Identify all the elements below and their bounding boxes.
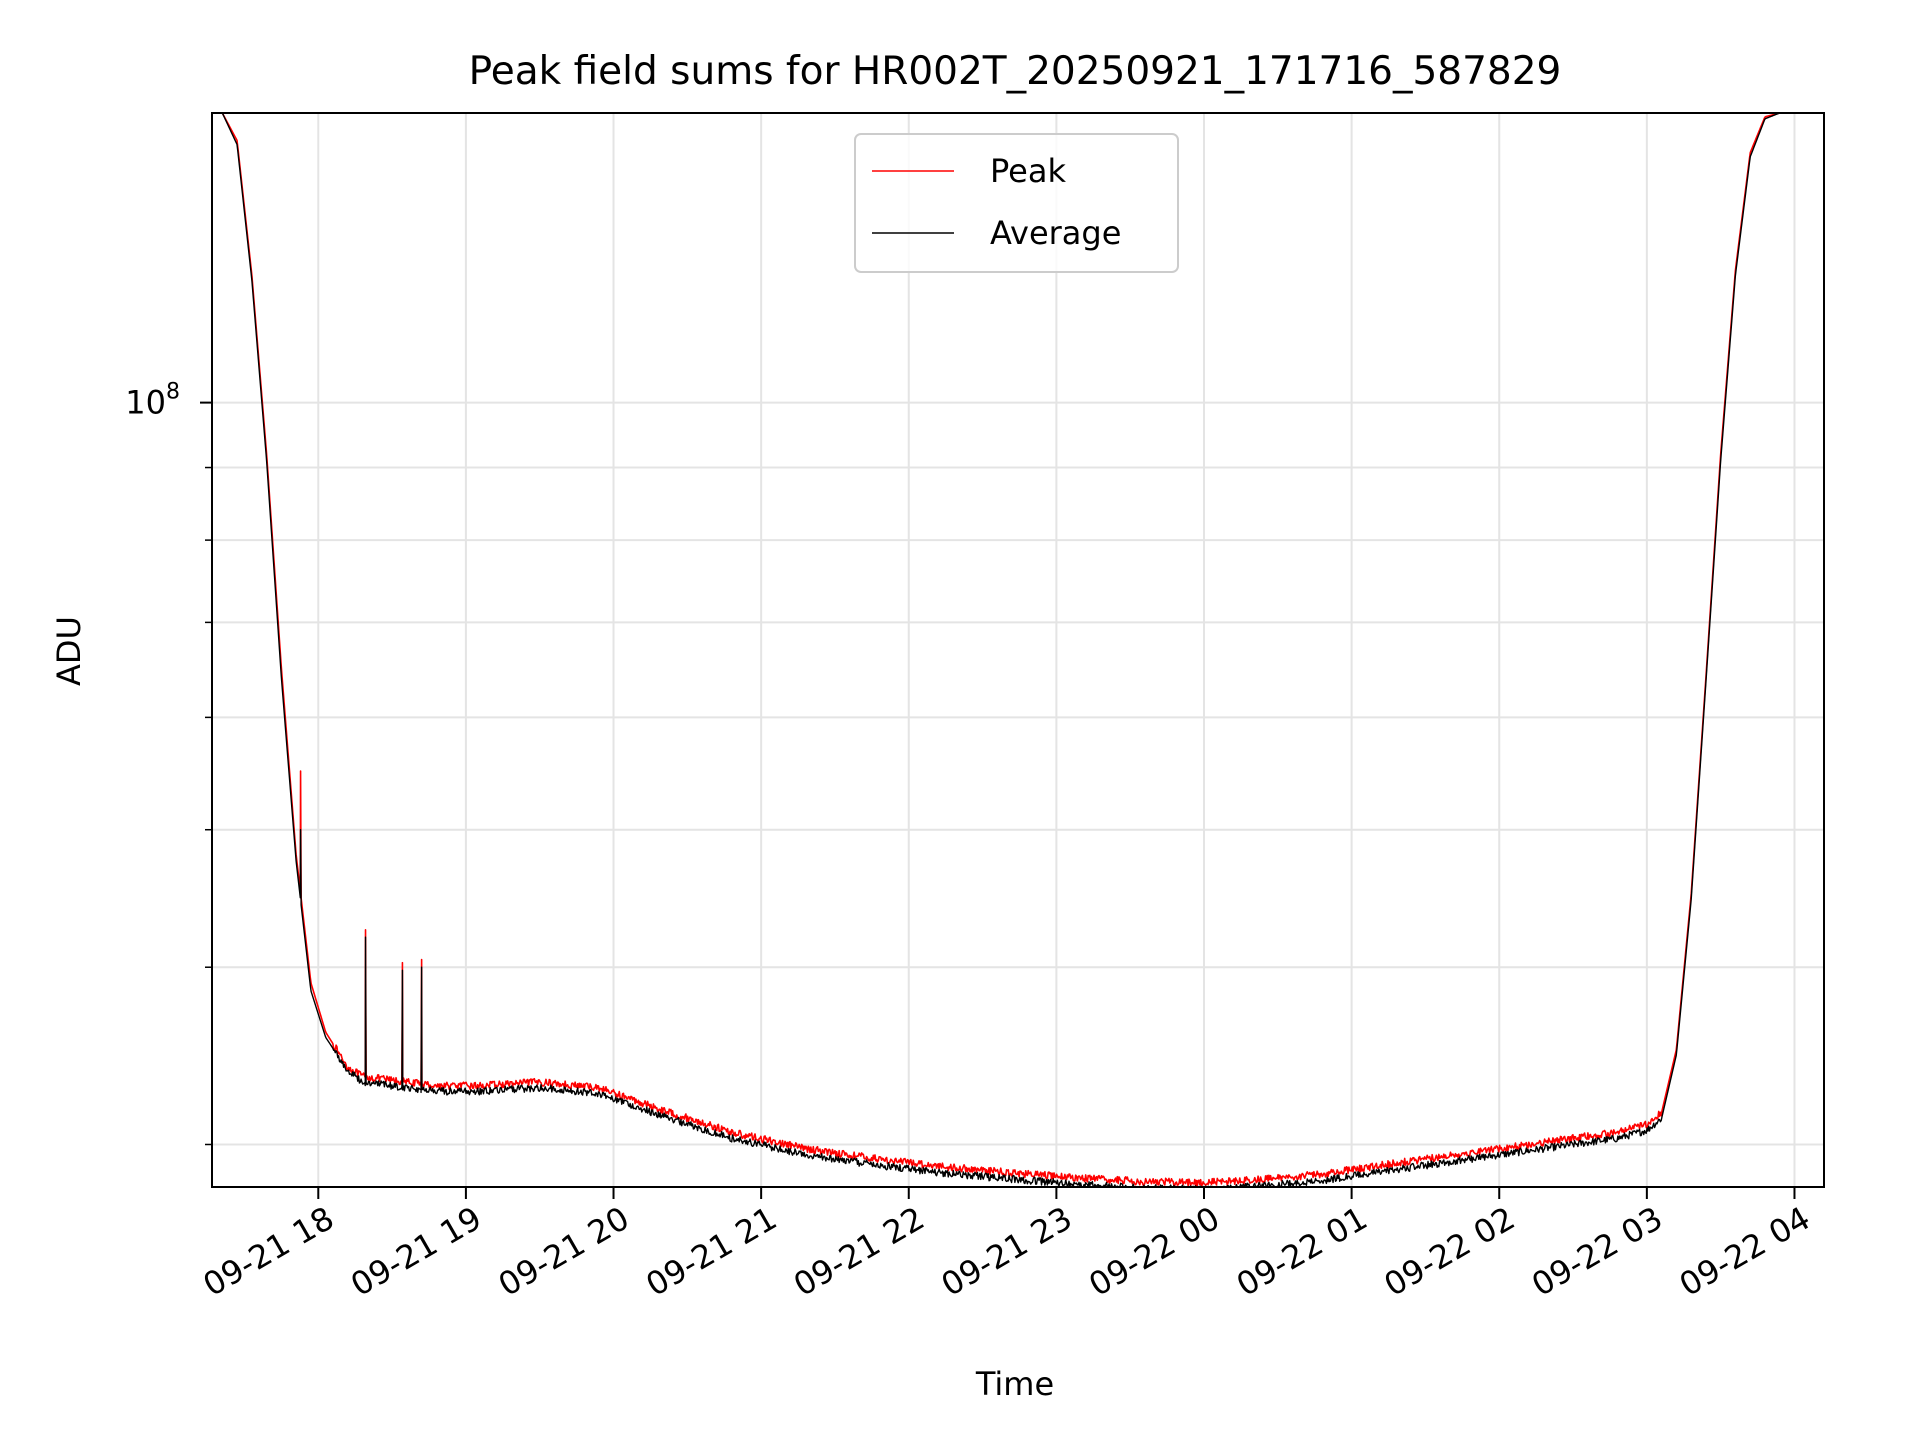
legend-label-peak: Peak (990, 152, 1066, 190)
y-tick-label: 108 (125, 380, 180, 422)
chart-title: Peak field sums for HR002T_20250921_1717… (469, 49, 1562, 94)
axes-frame (211, 112, 1825, 1188)
x-axis-label: Time (975, 1365, 1054, 1403)
legend-box (854, 133, 1179, 273)
y-axis-label: ADU (50, 616, 88, 686)
series-line-peak (212, 112, 1795, 1187)
legend: Peak Average (854, 133, 1179, 273)
y-axis-ticks: 108 (125, 380, 212, 1146)
grid-lines (212, 113, 1824, 1187)
plot-lines (212, 112, 1795, 1188)
series-line-average (212, 112, 1795, 1188)
legend-label-average: Average (990, 214, 1121, 252)
